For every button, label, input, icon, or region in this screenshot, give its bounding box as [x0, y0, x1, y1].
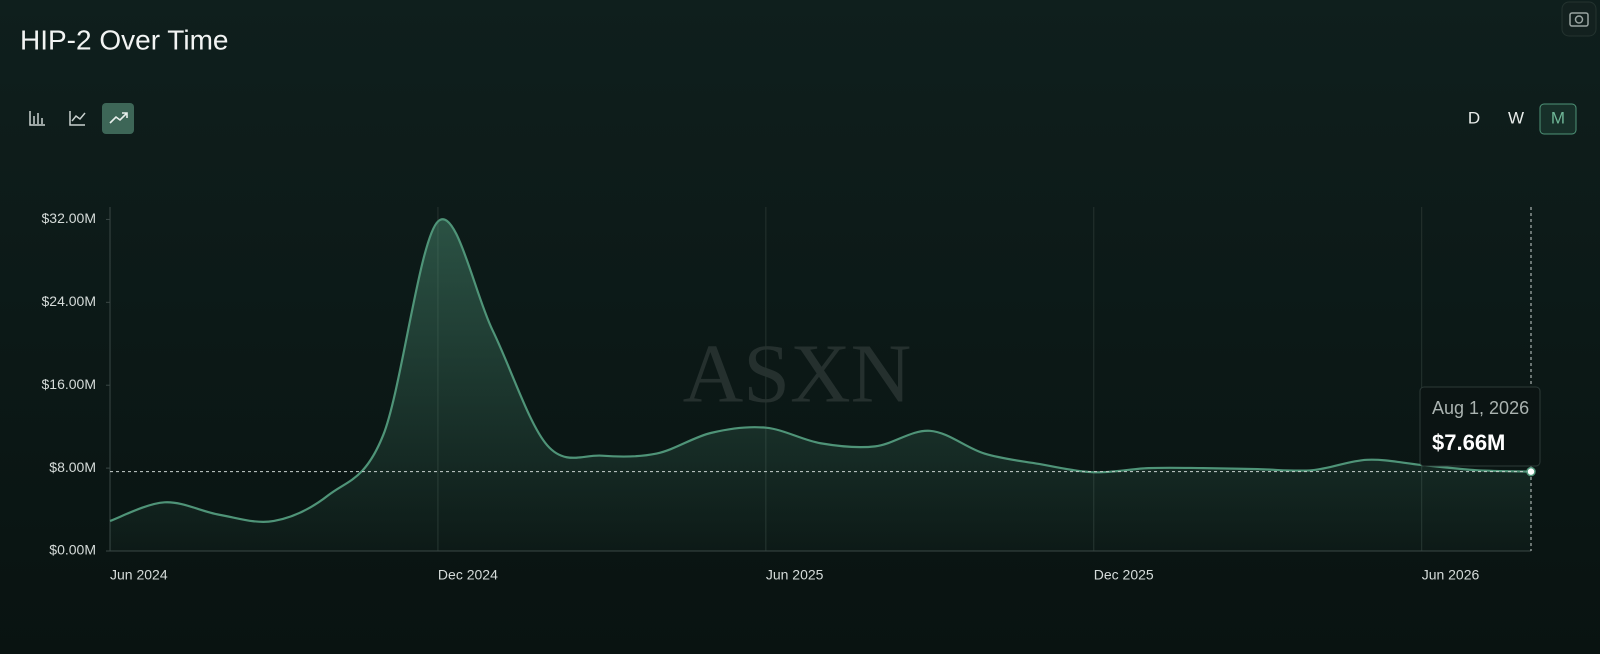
interval-d[interactable]: D	[1468, 108, 1480, 127]
y-tick-label: $16.00M	[42, 376, 96, 392]
interval-m[interactable]: M	[1539, 103, 1577, 135]
interval-label: D	[1468, 108, 1480, 127]
interval-label: W	[1508, 108, 1524, 127]
line-type-button[interactable]	[62, 103, 92, 133]
y-tick-label: $8.00M	[49, 459, 96, 475]
title: HIP-2 Over Time	[20, 24, 228, 55]
interval-label: M	[1551, 108, 1565, 127]
y-tick-label: $32.00M	[42, 210, 96, 226]
area-type-button[interactable]	[102, 103, 134, 134]
x-tick-label: Jun 2024	[110, 567, 168, 583]
y-tick-label: $0.00M	[49, 542, 96, 558]
area-line	[109, 218, 1532, 523]
x-tick-label: Dec 2024	[438, 567, 498, 583]
bar-type-button[interactable]	[22, 103, 52, 133]
tooltip-box	[1419, 386, 1541, 467]
tooltip-date: Aug 1, 2026	[1432, 398, 1529, 418]
interval-w[interactable]: W	[1508, 108, 1524, 127]
hover-point	[1526, 466, 1536, 477]
y-tick-label: $24.00M	[42, 293, 96, 309]
camera-button[interactable]	[1561, 1, 1597, 37]
x-tick-label: Jun 2025	[766, 567, 824, 583]
x-tick-label: Jun 2026	[1422, 567, 1480, 583]
tooltip-value: $7.66M	[1432, 430, 1505, 455]
watermark: ASXN	[683, 327, 912, 420]
x-tick-label: Dec 2025	[1094, 567, 1154, 583]
